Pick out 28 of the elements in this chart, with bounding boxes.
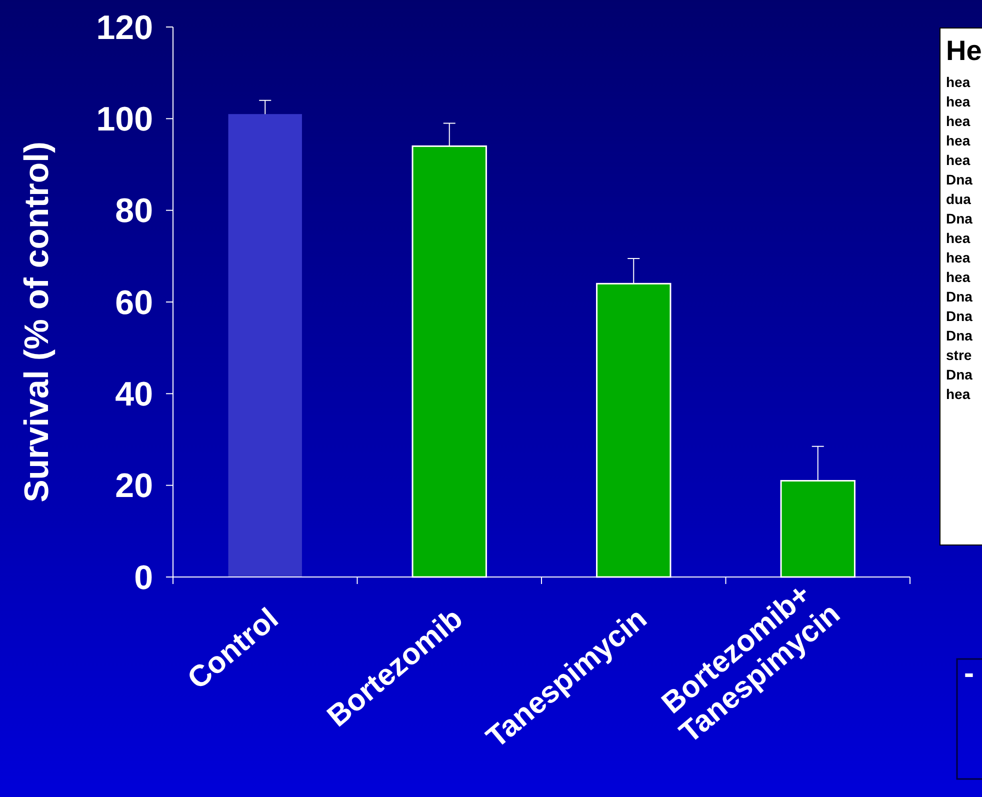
text: hea	[946, 268, 970, 285]
bar	[228, 114, 302, 577]
y-tick-label: 120	[96, 8, 153, 47]
text: Dna	[946, 366, 973, 382]
text: hea	[946, 152, 970, 168]
y-tick-label: 80	[115, 192, 153, 230]
text: hea	[946, 230, 970, 246]
y-axis-title: Survival (% of control)	[18, 142, 56, 502]
text: Dna	[946, 171, 973, 188]
text: hea	[946, 112, 970, 129]
y-tick-label: 0	[134, 558, 153, 597]
text: hea	[946, 249, 970, 266]
text: hea	[946, 74, 970, 90]
y-tick-label: 100	[96, 100, 153, 139]
text: Dna	[946, 210, 973, 226]
text: Dna	[946, 288, 973, 304]
text: hea	[946, 386, 970, 402]
y-tick-label: 20	[115, 467, 153, 506]
text: -	[964, 657, 974, 690]
text: hea	[946, 132, 970, 148]
y-tick-label: 60	[115, 284, 153, 322]
text: He	[946, 34, 982, 66]
text: Dna	[946, 308, 973, 324]
y-tick-label: 40	[115, 376, 153, 414]
text: hea	[946, 93, 970, 110]
text: stre	[946, 346, 972, 363]
text: dua	[946, 190, 972, 207]
text: Dna	[946, 327, 973, 344]
